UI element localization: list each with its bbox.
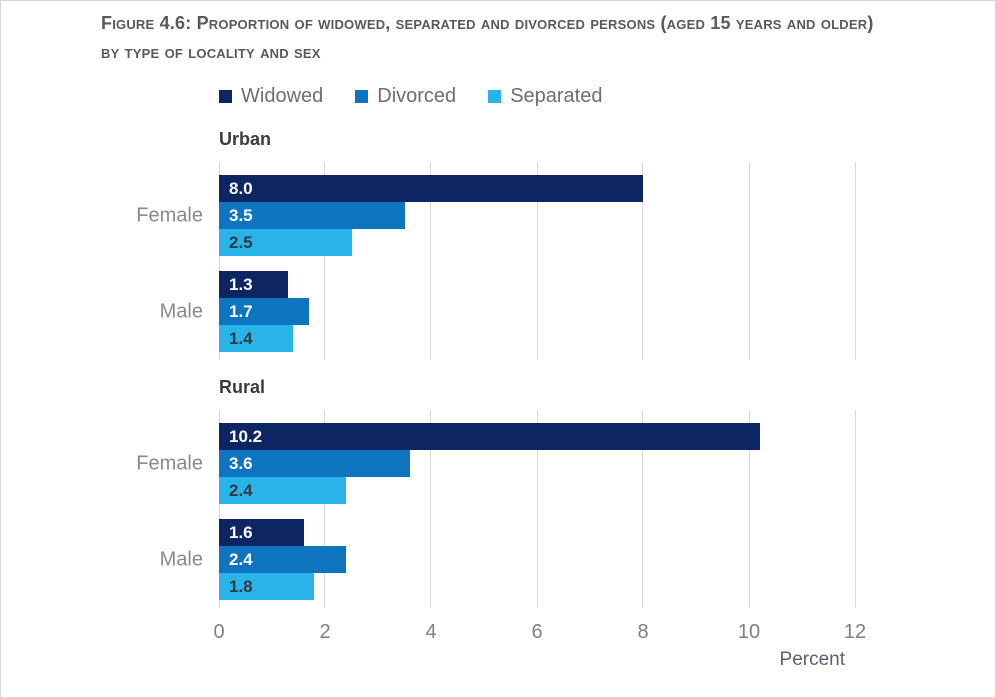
bar-value-label: 1.6: [229, 523, 253, 542]
gridline: [642, 162, 644, 360]
bar-value-label: 3.6: [229, 454, 253, 473]
bar-divorced: 3.6: [219, 450, 410, 477]
x-tick-label: 8: [637, 621, 649, 643]
bar-separated: 1.8: [219, 573, 315, 600]
bar-value-label: 8.0: [229, 179, 253, 198]
legend-item-widowed: Widowed: [219, 85, 323, 108]
legend-label: Divorced: [377, 85, 457, 107]
bar-widowed: 1.6: [219, 519, 304, 546]
legend-item-divorced: Divorced: [355, 85, 456, 108]
plot-rural: Female 10.2 3.6 2.4 Male 1.6 2.4 1.8: [136, 410, 856, 608]
bar-value-label: 2.4: [229, 550, 253, 569]
bar-value-label: 1.7: [229, 302, 253, 321]
gridline: [854, 162, 856, 360]
panel-title-urban: Urban: [219, 129, 272, 149]
gridline: [748, 410, 750, 608]
legend-item-separated: Separated: [488, 85, 602, 108]
gridline: [430, 162, 432, 360]
y-axis-label: Female: [136, 204, 203, 226]
legend: Widowed Divorced Separated: [219, 85, 602, 108]
bar-widowed: 10.2: [219, 423, 760, 450]
bar-value-label: 2.5: [229, 233, 253, 252]
gridline: [536, 410, 538, 608]
bar-group-rural-male: Male 1.6 2.4 1.8: [160, 519, 855, 600]
gridline: [218, 162, 220, 360]
x-tick-label: 10: [737, 621, 761, 643]
x-axis: 0 2 4 6 8 10 12 Percent: [213, 608, 866, 674]
bar-group-rural-female: Female 10.2 3.6 2.4: [136, 423, 855, 504]
x-tick-label: 0: [213, 621, 225, 643]
gridline: [642, 410, 644, 608]
bar-separated: 1.4: [219, 325, 294, 352]
y-axis-label: Female: [136, 452, 203, 474]
bar-group-urban-male: Male 1.3 1.7 1.4: [160, 271, 855, 352]
gridline: [324, 410, 326, 608]
bar-value-label: 1.3: [229, 275, 253, 294]
figure-title: Figure 4.6: Proportion of widowed, separ…: [101, 9, 973, 67]
gridline: [430, 410, 432, 608]
bar-value-label: 1.8: [229, 577, 253, 596]
bar-separated: 2.5: [219, 229, 352, 256]
bar-value-label: 2.4: [229, 481, 253, 500]
legend-label: Widowed: [241, 85, 324, 107]
panel-rural: Rural Female 10.2 3.6 2.4 Male 1.6 2.4 1.8: [1, 377, 995, 608]
figure-title-line2: by type of locality and sex: [101, 41, 321, 62]
bar-value-label: 10.2: [229, 427, 263, 446]
bar-divorced: 3.5: [219, 202, 405, 229]
chart-area: Urban Female 8.0 3.5 2.5 Male 1.3 1.7 1.4 Rural Fe…: [1, 129, 995, 674]
legend-swatch-icon: [488, 90, 502, 103]
bar-separated: 2.4: [219, 477, 347, 504]
legend-swatch-icon: [355, 90, 369, 103]
bar-value-label: 1.4: [229, 329, 253, 348]
bar-group-urban-female: Female 8.0 3.5 2.5: [136, 175, 855, 256]
x-tick-label: 2: [319, 621, 331, 643]
legend-swatch-icon: [219, 90, 232, 103]
bar-widowed: 8.0: [219, 175, 643, 202]
plot-urban: Female 8.0 3.5 2.5 Male 1.3 1.7 1.4: [136, 162, 856, 360]
x-tick-label: 12: [843, 621, 867, 643]
legend-label: Separated: [510, 85, 603, 107]
gridline: [324, 162, 326, 360]
gridline: [854, 410, 856, 608]
x-tick-label: 4: [425, 621, 437, 643]
bar-divorced: 1.7: [219, 298, 310, 325]
bar-divorced: 2.4: [219, 546, 347, 573]
bar-value-label: 3.5: [229, 206, 253, 225]
gridline: [748, 162, 750, 360]
x-tick-label: 6: [531, 621, 543, 643]
bar-widowed: 1.3: [219, 271, 288, 298]
panel-title-rural: Rural: [219, 377, 266, 397]
panel-urban: Urban Female 8.0 3.5 2.5 Male 1.3 1.7 1.4: [1, 129, 995, 360]
y-axis-label: Male: [159, 300, 203, 322]
gridline: [536, 162, 538, 360]
y-axis-label: Male: [159, 548, 203, 570]
gridline: [218, 410, 220, 608]
x-axis-title: Percent: [779, 649, 845, 670]
figure-title-line1: Figure 4.6: Proportion of widowed, separ…: [101, 13, 874, 33]
